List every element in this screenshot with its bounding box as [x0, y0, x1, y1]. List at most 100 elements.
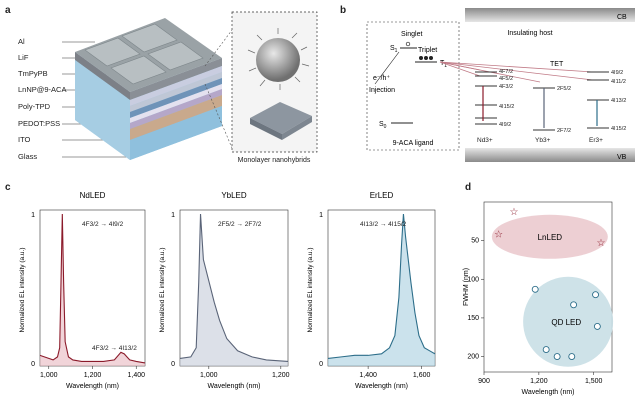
qdled-point [531, 285, 539, 293]
spectrum-ndled: NdLED 1,000 1,200 1,400 1 0 Normalized EL inte… [19, 191, 146, 390]
qdled-point [592, 291, 599, 299]
y-tick-label: 1 [31, 212, 35, 219]
x-axis-label: Wavelength (nm) [521, 389, 574, 396]
svg-text:2F7/2: 2F7/2 [557, 128, 571, 134]
lnled-label: LnLED [538, 233, 563, 242]
y-axis-label: FWHM (nm) [463, 268, 470, 306]
t1-label: T1 [440, 60, 447, 69]
layer-label-0: Al [18, 37, 25, 46]
svg-text:4F7/2: 4F7/2 [499, 69, 513, 75]
svg-text:4F5/2: 4F5/2 [499, 76, 513, 82]
ligand-box [366, 21, 460, 151]
spectrum-ybled: YbLED 1,000 1,200 1 0 Normalized EL intensity… [159, 191, 290, 390]
transition-annotation: 4I13/2 → 4I15/2 [360, 221, 407, 228]
svg-text:4I13/2: 4I13/2 [611, 98, 626, 104]
x-tick-label: 1,000 [40, 372, 58, 379]
spectrum-title-0: NdLED [80, 191, 106, 200]
layer-label-2: TmPyPB [18, 69, 48, 78]
tmpypb-layer [130, 72, 222, 112]
y-tick-label: 0 [31, 361, 35, 368]
layer-label-6: ITO [18, 135, 31, 144]
el-spectra-charts: NdLED 1,000 1,200 1,400 1 0 Normalized EL inte… [19, 191, 436, 390]
lnled-point: ☆ [510, 207, 519, 218]
x-tick-label: 1,500 [585, 378, 603, 385]
qdled-label: QD LED [551, 318, 581, 327]
polytpd-layer [130, 84, 222, 123]
panel-label-d: d [465, 182, 472, 193]
svg-text:4I15/2: 4I15/2 [611, 126, 626, 132]
panel-label-b: b [340, 5, 347, 16]
singlet-label: Singlet [401, 31, 422, 38]
qdled-point [568, 353, 576, 360]
spectrum-fill-1 [180, 214, 288, 366]
inset-caption: Monolayer nanohybrids [238, 157, 311, 164]
x-tick-label: 1,400 [359, 372, 377, 379]
svg-text:2F5/2: 2F5/2 [557, 86, 571, 92]
x-tick-label: 1,200 [84, 372, 102, 379]
spectrum-fill-0 [40, 214, 145, 366]
y-tick-label: 100 [467, 276, 479, 283]
x-axis-label: Wavelength (nm) [66, 383, 119, 390]
qdled-point [570, 301, 578, 309]
qdled-point [553, 353, 561, 360]
x-axis-label: Wavelength (nm) [355, 383, 408, 390]
x-tick-label: 1,600 [413, 372, 431, 379]
lnnp-layer [130, 78, 222, 118]
x-tick-label: 1,000 [200, 372, 218, 379]
y-tick-label: 0 [319, 361, 323, 368]
lnled-region [491, 214, 608, 259]
x-tick-label: 1,200 [530, 378, 548, 385]
pedot-layer [130, 89, 222, 129]
spectrum-fill-2 [328, 214, 435, 366]
transition-annotation: 2F5/2 → 2F7/2 [218, 221, 262, 228]
nanoparticle [256, 38, 300, 82]
conduction-band [465, 8, 635, 22]
svg-text:4F3/2: 4F3/2 [499, 84, 513, 90]
injection-charge: e⁻/h⁺ [373, 75, 390, 82]
qdled-point [542, 346, 550, 354]
ito-layer [130, 95, 222, 140]
yb-ion-label: Yb3+ [535, 137, 551, 144]
svg-text:4I11/2: 4I11/2 [611, 79, 626, 85]
triplet-label: Triplet [418, 47, 437, 54]
lnled-point: ☆ [494, 229, 503, 240]
spectrum-line-1 [179, 213, 289, 362]
svg-text:4I9/2: 4I9/2 [499, 122, 511, 128]
transition-annotation: 4F3/2 → 4I9/2 [82, 221, 124, 228]
fwhm-chart: ☆ ☆ ☆ LnLED QD LED 900 1,200 1,500 50 100 150 200 Wa… [463, 201, 614, 396]
y-tick-label: 1 [319, 212, 323, 219]
device-stack-illustration: Monolayer nanohybrids [75, 11, 318, 164]
y-axis-label: Normalized EL intensity (a.u.) [19, 247, 26, 332]
layer-label-3: LnNP@9-ACA [18, 85, 66, 94]
svg-text:4I15/2: 4I15/2 [499, 104, 514, 110]
spectrum-erled: ErLED 1,400 1,600 1 0 Normalized EL intensity… [307, 191, 436, 390]
layer-label-7: Glass [18, 152, 37, 161]
layer-label-4: Poly-TPD [18, 102, 51, 111]
x-tick-label: 1,400 [127, 372, 145, 379]
transition-annotation: 4F3/2 → 4I13/2 [92, 345, 137, 352]
qdled-region [523, 276, 614, 367]
spectrum-line-2 [327, 213, 436, 359]
y-axis-label: Normalized EL intensity (a.u.) [307, 247, 314, 332]
svg-text:4I9/2: 4I9/2 [611, 70, 623, 76]
vb-label: VB [617, 154, 627, 161]
cb-label: CB [617, 14, 627, 21]
s0-label: S0 [379, 121, 387, 130]
y-axis-label: Normalized EL intensity (a.u.) [159, 247, 166, 332]
nd-ion-label: Nd3+ [477, 137, 493, 144]
valence-band [465, 148, 635, 162]
layer-label-1: LiF [18, 53, 29, 62]
spectrum-title-1: YbLED [221, 191, 247, 200]
panel-label-a: a [5, 5, 11, 16]
s1-label: S1 [390, 45, 398, 54]
tet-label: TET [550, 61, 564, 68]
y-tick-label: 150 [467, 315, 479, 322]
qdled-point [593, 322, 601, 330]
panel-label-c: c [5, 182, 11, 193]
energy-diagram: CB Insulating host VB Singlet S1 Triplet… [366, 8, 635, 162]
x-tick-label: 900 [478, 378, 490, 385]
er-ion-label: Er3+ [589, 137, 603, 144]
y-tick-label: 200 [467, 354, 479, 361]
monolayer-array [250, 102, 312, 134]
glass-layer [130, 106, 222, 160]
